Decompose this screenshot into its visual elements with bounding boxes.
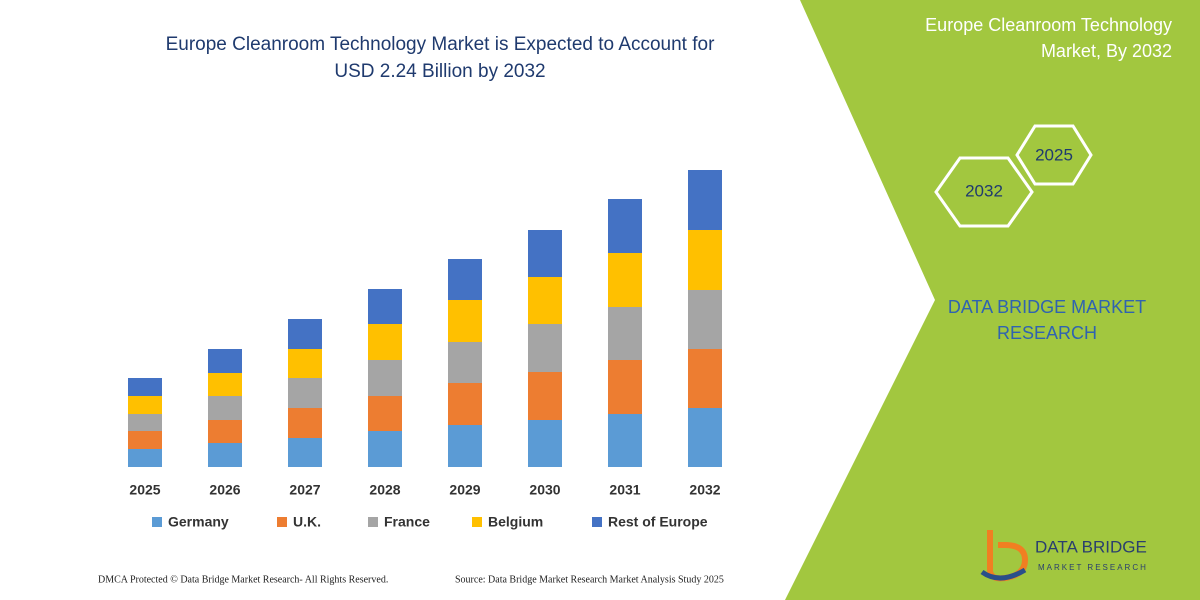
x-tick-label: 2029 [449,482,480,498]
bar-segment [528,277,562,324]
brand-text: RESEARCH [997,323,1097,343]
legend-swatch [152,517,162,527]
legend-label: Rest of Europe [608,514,708,530]
bar-segment [448,342,482,383]
bar-segment [448,300,482,342]
brand-text: DATA BRIDGE MARKET [948,297,1146,317]
legend-label: France [384,514,430,530]
x-tick-label: 2032 [689,482,720,498]
legend-swatch [472,517,482,527]
bar-segment [608,307,642,360]
sidebar-title: Europe Cleanroom Technology [925,15,1172,35]
bar-segment [368,396,402,431]
bar-segment [528,420,562,467]
logo-name: DATA BRIDGE [1035,537,1147,556]
bar-segment [208,373,242,396]
bar-segment [528,230,562,277]
bar-segment [688,349,722,408]
bar-segment [208,396,242,420]
x-tick-label: 2028 [369,482,400,498]
bar-segment [288,378,322,408]
logo: DATA BRIDGE MARKET RESEARCH [980,530,1148,582]
hexagon [1015,124,1093,186]
logo-icon [980,567,1027,581]
hexagon-label: 2032 [965,181,1003,200]
hexagon-label: 2025 [1035,145,1073,164]
x-tick-label: 2031 [609,482,640,498]
legend-swatch [368,517,378,527]
x-tick-label: 2030 [529,482,560,498]
bar-segment [208,420,242,443]
chart-title: Europe Cleanroom Technology Market is Ex… [166,34,716,55]
bar-segment [448,383,482,425]
bar-segment [288,349,322,378]
bar-segment [528,372,562,420]
bar-segment [528,324,562,372]
bar-segment [368,324,402,360]
bar-segment [128,396,162,414]
bar-segment [128,414,162,431]
bar-segment [448,259,482,300]
logo-tagline: MARKET RESEARCH [1038,563,1148,572]
bar-segment [128,449,162,467]
x-tick-label: 2025 [129,482,160,498]
footer-source: Source: Data Bridge Market Research Mark… [455,574,724,585]
bar-segment [288,438,322,467]
x-tick-label: 2026 [209,482,240,498]
bar-segment [368,289,402,324]
legend-label: Germany [168,514,229,530]
sidebar-panel [785,0,1200,600]
footer-copyright: DMCA Protected © Data Bridge Market Rese… [98,574,388,585]
legend-swatch [277,517,287,527]
bar-segment [208,349,242,373]
bar-segment [688,290,722,349]
bar-segment [688,170,722,230]
bar-segment [288,408,322,438]
legend-label: U.K. [293,514,321,530]
bar-segment [288,319,322,349]
bar-segment [608,360,642,414]
bar-segment [608,199,642,253]
bar-segment [608,414,642,467]
legend-swatch [592,517,602,527]
legend-label: Belgium [488,514,543,530]
hexagon [934,156,1034,228]
bar-segment [448,425,482,467]
bar-segment [368,431,402,467]
bar-segment [608,253,642,307]
bar-segment [128,431,162,449]
bar-segment [128,378,162,396]
sidebar-title: Market, By 2032 [1041,41,1172,61]
chart-title: USD 2.24 Billion by 2032 [334,61,545,82]
bar-segment [688,230,722,290]
x-tick-label: 2027 [289,482,320,498]
bar-segment [208,443,242,467]
bar-segment [368,360,402,396]
bar-segment [688,408,722,467]
